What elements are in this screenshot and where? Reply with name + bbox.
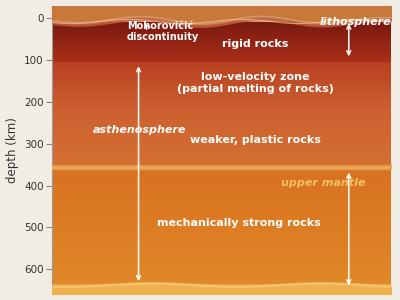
Y-axis label: depth (km): depth (km) <box>6 117 18 183</box>
Text: lithosphere: lithosphere <box>320 17 391 27</box>
Text: Mohorovičić
discontinuity: Mohorovičić discontinuity <box>127 21 199 42</box>
Text: low-velocity zone
(partial melting of rocks): low-velocity zone (partial melting of ro… <box>177 72 334 94</box>
Text: upper mantle: upper mantle <box>281 178 366 188</box>
Text: weaker, plastic rocks: weaker, plastic rocks <box>190 134 321 145</box>
Text: rigid rocks: rigid rocks <box>222 39 289 49</box>
Text: mechanically strong rocks: mechanically strong rocks <box>157 218 320 228</box>
Text: asthenosphere: asthenosphere <box>93 125 186 135</box>
